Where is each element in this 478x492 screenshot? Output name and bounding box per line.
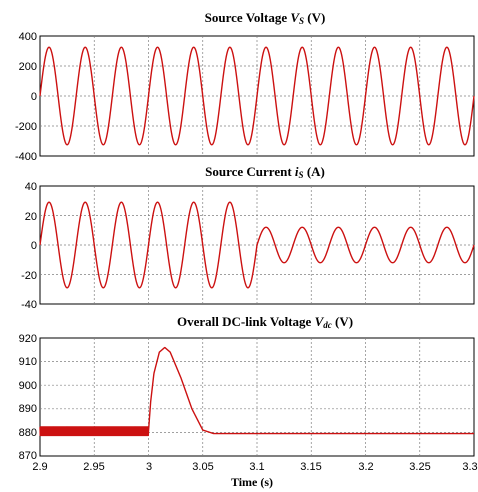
ytick-current-20: 20: [25, 211, 37, 223]
ytick-voltage-200: 200: [19, 61, 37, 73]
ytick-current-0: 0: [31, 240, 37, 252]
ytick-current-40: 40: [25, 181, 37, 193]
ytick-dc-870: 870: [19, 450, 37, 462]
xtick-3-2: 3.2: [358, 461, 373, 473]
panel-dc-link-voltage: Overall DC-link Voltage Vdc (V) 920 910 …: [19, 314, 478, 489]
xtick-3-05: 3.05: [192, 461, 213, 473]
title-source-current: Source Current iS (A): [205, 164, 325, 180]
ytick-dc-880: 880: [19, 427, 37, 439]
xtick-2-9: 2.9: [32, 461, 47, 473]
title-dc-link-voltage: Overall DC-link Voltage Vdc (V): [177, 314, 353, 330]
ytick-dc-890: 890: [19, 403, 37, 415]
ytick-dc-900: 900: [19, 380, 37, 392]
ytick-dc-910: 910: [19, 356, 37, 368]
xtick-3-1: 3.1: [249, 461, 264, 473]
ytick-current-neg20: -20: [21, 270, 37, 282]
xtick-3-15: 3.15: [300, 461, 321, 473]
xtick-3-25: 3.25: [409, 461, 430, 473]
series-source-current: [39, 201, 475, 289]
series-dc-link-voltage: [39, 346, 475, 437]
ytick-voltage-400: 400: [19, 31, 37, 43]
xtick-2-95: 2.95: [83, 461, 104, 473]
ytick-voltage-neg400: -400: [15, 151, 37, 163]
series-source-voltage: [39, 46, 475, 146]
x-axis-label: Time (s): [231, 475, 273, 489]
xtick-3-3: 3.3: [462, 461, 477, 473]
panel-source-current: Source Current iS (A) 40 20 0 -20 -40: [21, 164, 475, 311]
ytick-voltage-0: 0: [31, 91, 37, 103]
title-source-voltage: Source Voltage VS (V): [205, 10, 326, 26]
xtick-3: 3: [146, 461, 152, 473]
panel-source-voltage: Source Voltage VS (V) 400 200 0 -200 -40…: [15, 10, 475, 163]
ytick-current-neg40: -40: [21, 299, 37, 311]
ytick-dc-920: 920: [19, 333, 37, 345]
plot-frame-dc-link: [39, 337, 475, 457]
ytick-voltage-neg200: -200: [15, 121, 37, 133]
